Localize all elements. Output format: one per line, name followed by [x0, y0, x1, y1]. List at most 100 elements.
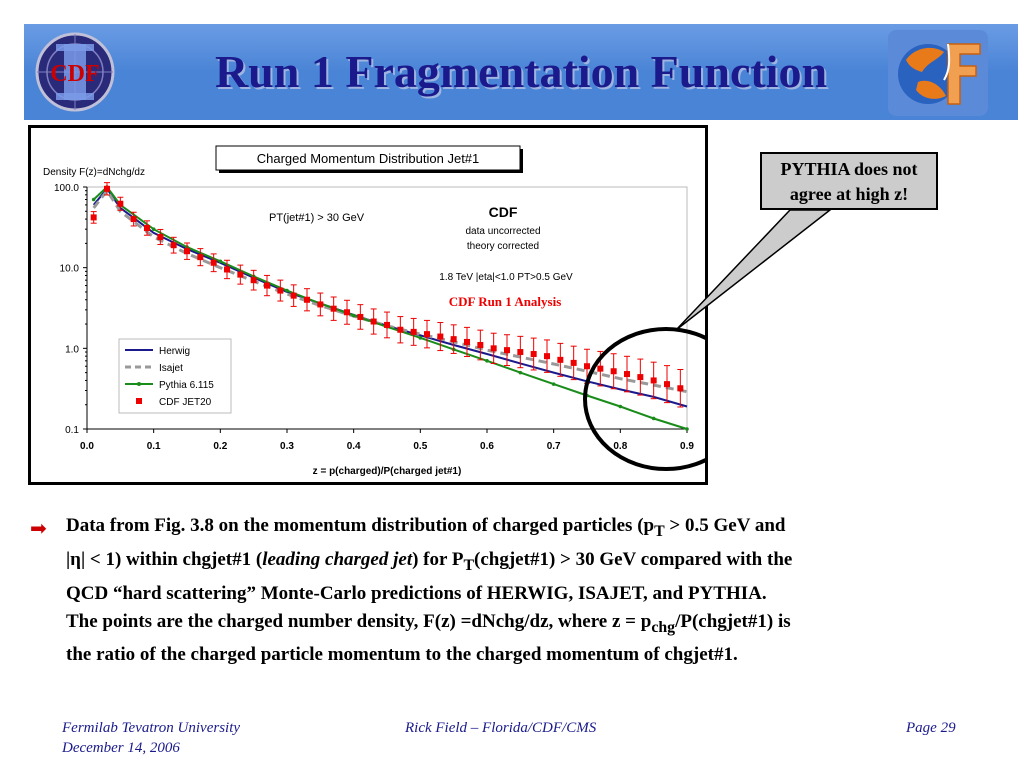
- description-line-4: The points are the charged number densit…: [66, 610, 791, 636]
- chart-title: Charged Momentum Distribution Jet#1: [257, 151, 480, 166]
- data-point: [210, 259, 217, 266]
- data-point: [610, 368, 617, 375]
- data-point: [370, 318, 377, 325]
- y-tick-label: 100.0: [54, 183, 79, 194]
- data-point: [464, 338, 470, 345]
- footer-date: December 14, 2006: [62, 740, 180, 756]
- pythia-marker: [151, 227, 156, 231]
- data-point: [397, 326, 404, 333]
- data-point: [637, 374, 644, 381]
- annotation-analysis: CDF Run 1 Analysis: [449, 294, 562, 309]
- annotation-cut: PT(jet#1) > 30 GeV: [269, 212, 365, 224]
- data-point: [250, 277, 257, 284]
- data-point: [677, 385, 684, 392]
- pythia-marker: [685, 427, 689, 431]
- chart-title-shadow: [219, 170, 523, 173]
- description-line-5: the ratio of the charged particle moment…: [66, 644, 738, 666]
- footer-left: Fermilab Tevatron University December 14…: [62, 718, 240, 758]
- x-tick-label: 0.4: [347, 441, 361, 452]
- data-point: [584, 363, 590, 370]
- description-line-2: |η| < 1) within chgjet#1 (leading charge…: [66, 548, 793, 574]
- data-point: [277, 287, 284, 294]
- slide-title: Run 1 Fragmentation Function: [214, 46, 828, 97]
- cdf-logo-text: CDF: [50, 61, 99, 87]
- pythia-marker: [518, 370, 523, 375]
- pythia-marker: [218, 259, 223, 264]
- pythia-marker: [651, 416, 656, 421]
- data-point: [344, 309, 350, 316]
- x-tick-label: 0.2: [213, 441, 227, 452]
- y-axis-label: Density F(z)=dNchg/dz: [43, 167, 145, 178]
- data-point: [437, 333, 444, 340]
- legend-marker: [136, 398, 142, 404]
- pythia-marker: [485, 359, 489, 363]
- legend-marker: [137, 382, 141, 386]
- x-tick-label: 0.3: [280, 441, 294, 452]
- chart-title-shadow: [520, 149, 523, 173]
- highlight-ellipse: [583, 327, 705, 471]
- chart-title-box: [215, 145, 521, 171]
- data-point: [544, 353, 550, 360]
- data-point: [317, 301, 324, 308]
- data-point: [570, 359, 577, 366]
- pythia-marker: [418, 336, 423, 340]
- legend-label: CDF JET20: [159, 397, 212, 408]
- chart-frame: 100.0 10.0 1.0 0.1 0.0 0.1 0.2 0.3 0.4 0.5 0.6 0.7 0…: [28, 125, 708, 485]
- x-tick-label: 0.8: [613, 441, 627, 452]
- data-point: [264, 282, 270, 289]
- data-point: [304, 296, 310, 303]
- annotation-note1: data uncorrected: [465, 226, 540, 237]
- uf-logo: [888, 30, 988, 116]
- footer-page: Page 29: [906, 720, 956, 736]
- pythia-marker: [618, 404, 623, 409]
- callout-box: PYTHIA does not agree at high z!: [760, 152, 938, 210]
- data-point: [104, 185, 110, 192]
- footer-author: Rick Field – Florida/CDF/CMS: [405, 720, 597, 736]
- data-point: [624, 371, 630, 378]
- data-point: [197, 254, 204, 261]
- footer-institution: Fermilab Tevatron University: [62, 720, 241, 736]
- y-tick-label: 10.0: [60, 264, 80, 275]
- data-point: [117, 200, 124, 207]
- data-point: [384, 321, 390, 328]
- legend-label: Isajet: [159, 363, 183, 374]
- x-axis-label: z = p(charged)/P(charged jet#1): [313, 466, 462, 477]
- x-tick-label: 0.0: [80, 441, 94, 452]
- data-point: [290, 292, 297, 299]
- data-point: [90, 214, 97, 221]
- x-tick-label: 0.9: [680, 441, 694, 452]
- data-point: [530, 351, 537, 358]
- description-line-3: QCD “hard scattering” Monte-Carlo predic…: [66, 582, 767, 604]
- pythia-marker: [285, 288, 289, 293]
- fragmentation-chart: 100.010.01.00.10.0 0.1 0.2 0.3 0.4 0.5 0.6 0.7 0…: [43, 145, 705, 477]
- annotation-kinematics: 1.8 TeV |eta|<1.0 PT>0.5 GeV: [439, 272, 573, 283]
- data-point: [157, 233, 164, 240]
- data-point: [477, 341, 484, 348]
- y-tick-label: 0.1: [65, 425, 79, 436]
- x-tick-label: 0.7: [547, 441, 561, 452]
- annotation-experiment: CDF: [489, 204, 518, 220]
- series-line-pythia-6-115: [93, 185, 688, 430]
- annotation-note2: theory corrected: [467, 241, 539, 252]
- data-point: [424, 331, 430, 338]
- data-point: [664, 381, 670, 388]
- description: Data from Fig. 3.8 on the momentum distr…: [66, 512, 966, 669]
- arrow-bullet-icon: ➡: [30, 518, 47, 540]
- legend-label: Pythia 6.115: [159, 380, 214, 391]
- legend-label: Herwig: [159, 346, 190, 357]
- data-point: [557, 356, 564, 363]
- pythia-marker: [91, 197, 96, 202]
- pythia-marker: [351, 313, 356, 318]
- description-line-1: Data from Fig. 3.8 on the momentum distr…: [66, 515, 786, 540]
- callout-line-2: agree at high z!: [789, 184, 909, 204]
- pythia-marker: [551, 382, 556, 386]
- x-tick-label: 0.6: [480, 441, 494, 452]
- data-point: [330, 305, 337, 312]
- data-point: [224, 266, 230, 273]
- data-point: [170, 242, 177, 249]
- data-point: [144, 225, 150, 232]
- data-point: [184, 248, 190, 255]
- header-sheen: [24, 24, 1018, 72]
- cdf-logo: CDF: [35, 32, 115, 112]
- data-point: [410, 328, 417, 335]
